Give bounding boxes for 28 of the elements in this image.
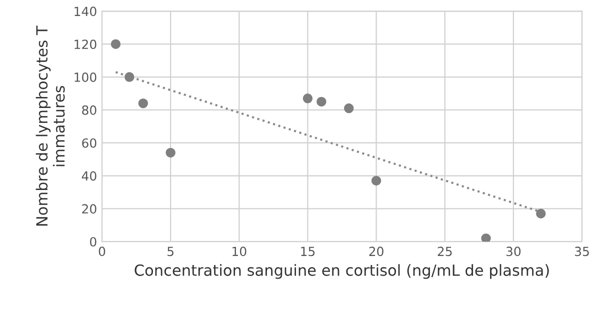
point (166, 148, 176, 158)
point (110, 39, 121, 49)
x-tick-label: 20 (369, 246, 384, 256)
point (536, 208, 546, 218)
point (371, 176, 382, 186)
x-tick-label: 0 (98, 246, 106, 256)
x-tick-label: 10 (232, 246, 246, 256)
y-tick-label: 60 (82, 138, 96, 148)
point (481, 233, 491, 242)
point (344, 103, 354, 114)
point (316, 96, 326, 107)
x-tick-label: 30 (506, 246, 521, 256)
y-tick-label: 140 (74, 6, 96, 16)
y-tick-label: 40 (82, 171, 96, 181)
point (302, 94, 313, 104)
x-tick-label: 5 (168, 246, 174, 256)
y-tick-label: 100 (74, 72, 96, 82)
y-tick-label: 120 (74, 40, 96, 50)
x-tick-label: 15 (301, 246, 315, 256)
y-tick-label: 0 (90, 237, 96, 247)
y-tick-label: 20 (82, 204, 96, 214)
x-axis-title: Concentration sanguine en cortisol (ng/mL de plasma) (134, 264, 549, 279)
x-tick-label: 25 (438, 246, 452, 256)
y-axis-title: Nombre de lymphocytes T immatures (36, 26, 65, 226)
point (124, 72, 134, 82)
y-tick-label: 80 (82, 105, 96, 115)
x-tick-label: 35 (575, 246, 589, 256)
point (138, 98, 148, 108)
